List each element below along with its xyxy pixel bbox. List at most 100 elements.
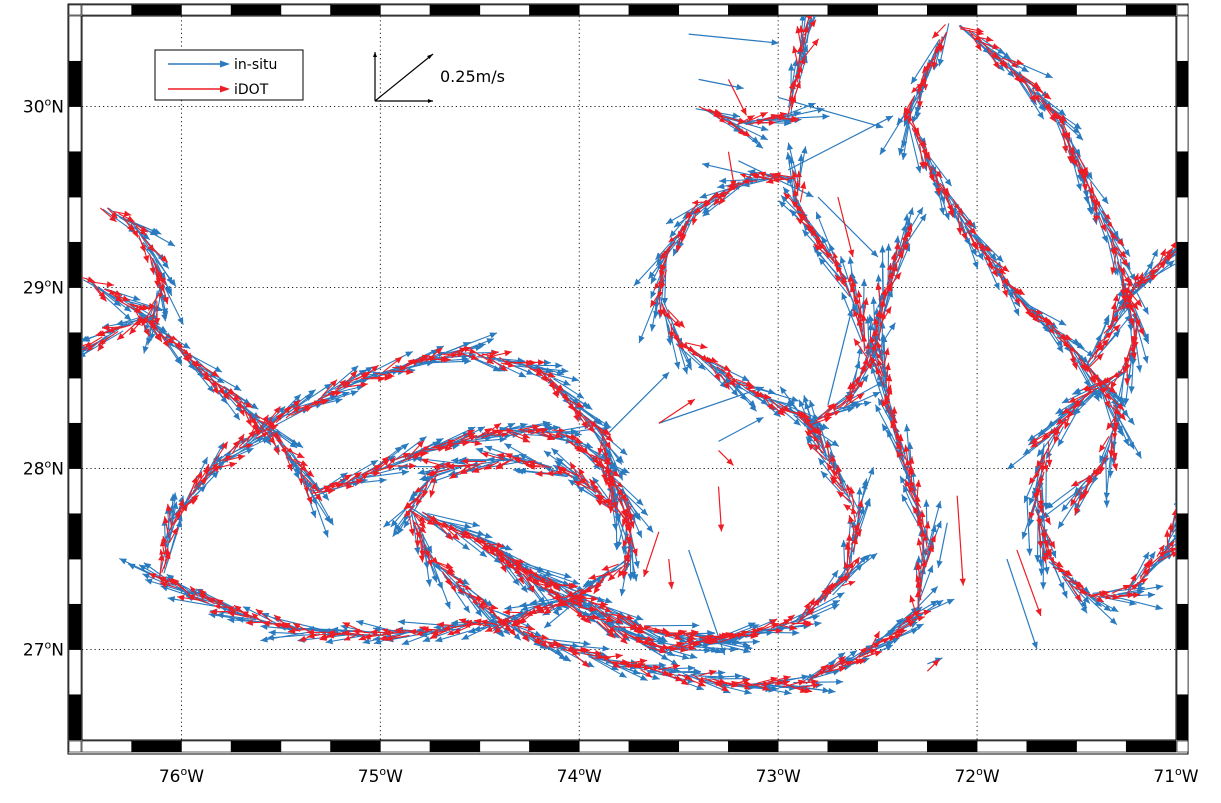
vector-in-situ: [818, 257, 851, 298]
vector-idot: [916, 92, 923, 109]
vector-in-situ: [167, 596, 215, 607]
vector-in-situ: [787, 115, 894, 171]
vector-idot: [865, 342, 871, 356]
vector-idot: [239, 443, 253, 449]
vector-idot: [563, 397, 584, 409]
vector-idot: [165, 503, 173, 528]
frame-band-top: [827, 4, 878, 16]
vector-idot: [1037, 523, 1044, 549]
vector-idot: [720, 115, 746, 124]
vector-idot: [106, 207, 118, 219]
x-tick-label: 76oW: [159, 765, 204, 787]
vector-idot: [86, 341, 98, 352]
vector-in-situ: [978, 244, 1000, 291]
vector-idot: [826, 462, 836, 477]
vector-idot: [1056, 410, 1075, 426]
vector-idot: [287, 449, 305, 459]
frame-band-top: [1125, 4, 1177, 16]
vector-idot: [768, 675, 791, 683]
vector-idot: [390, 462, 417, 470]
vector-idot: [667, 314, 681, 328]
vector-idot: [587, 650, 602, 656]
vector-in-situ: [788, 685, 836, 695]
vector-idot: [404, 497, 420, 510]
vector-in-situ: [704, 673, 743, 680]
vector-idot: [1104, 393, 1110, 409]
vector-idot: [911, 83, 921, 94]
vector-idot: [495, 460, 509, 468]
vector-in-situ: [1123, 351, 1134, 406]
vector-idot: [150, 246, 169, 263]
vector-idot: [860, 361, 874, 376]
frame-band-right: [1176, 377, 1189, 424]
vector-idot: [671, 332, 684, 351]
vector-idot: [1115, 250, 1129, 267]
vector-in-situ: [556, 457, 597, 495]
vector-idot: [674, 676, 689, 686]
vector-in-situ: [196, 364, 242, 392]
vector-idot: [828, 410, 840, 417]
vector-in-situ: [936, 522, 948, 568]
vector-in-situ: [414, 455, 467, 465]
vector-idot: [824, 582, 834, 597]
vector-idot: [1012, 70, 1026, 85]
vector-idot: [446, 571, 465, 585]
vector-in-situ: [951, 206, 978, 257]
vector-idot: [857, 499, 864, 520]
frame-band-bottom: [728, 740, 779, 753]
vector-in-situ: [688, 33, 779, 46]
frame-band-top: [777, 4, 829, 16]
vector-in-situ: [638, 291, 661, 344]
vector-idot: [615, 486, 628, 502]
vector-idot: [717, 486, 725, 532]
vector-idot: [847, 274, 854, 292]
vector-in-situ: [707, 360, 750, 382]
vector-idot: [1064, 412, 1072, 430]
vector-idot: [476, 598, 485, 611]
vector-idot: [1117, 266, 1131, 285]
vector-idot: [806, 427, 821, 444]
vector-idot: [791, 170, 798, 189]
vector-idot: [511, 623, 536, 632]
vector-in-situ: [186, 470, 220, 505]
vector-in-situ: [666, 668, 701, 675]
vector-idot: [869, 630, 881, 651]
vector-idot: [442, 524, 460, 541]
vector-idot: [569, 461, 583, 484]
vector-idot: [148, 572, 169, 583]
vector-idot: [920, 64, 932, 87]
vector-idot: [629, 536, 638, 557]
vector-idot: [740, 173, 753, 179]
legend-arrowhead-in-situ: [220, 60, 230, 68]
vector-idot: [830, 655, 846, 669]
vector-in-situ: [644, 622, 700, 629]
vector-idot: [560, 392, 575, 412]
vector-in-situ: [910, 39, 940, 85]
vector-in-situ: [429, 556, 451, 610]
vector-idot: [804, 430, 815, 440]
frame-band-bottom: [877, 740, 928, 753]
vector-in-situ: [1034, 518, 1041, 563]
vector-idot: [533, 604, 550, 611]
vector-in-situ: [1028, 467, 1044, 506]
vector-idot: [956, 213, 963, 235]
frame-band-bottom: [529, 740, 580, 753]
frame-band-right: [1176, 603, 1189, 650]
vector-idot: [814, 237, 828, 252]
vector-idot: [205, 373, 220, 395]
legend: in-situ iDOT: [154, 49, 304, 101]
vector-idot: [414, 484, 427, 494]
x-tick-label: 75oW: [358, 765, 403, 787]
vector-idot: [622, 533, 630, 548]
vector-in-situ: [907, 121, 922, 174]
vector-idot: [245, 619, 269, 626]
y-tick-label: 29oN: [23, 277, 64, 299]
vector-idot: [643, 531, 660, 578]
vector-idot: [247, 429, 263, 438]
vector-in-situ: [308, 482, 334, 526]
vector-in-situ: [476, 431, 520, 440]
vector-idot: [408, 440, 425, 458]
frame-band-right: [1176, 332, 1189, 379]
vector-in-situ: [622, 667, 660, 681]
vector-idot: [1063, 578, 1084, 587]
